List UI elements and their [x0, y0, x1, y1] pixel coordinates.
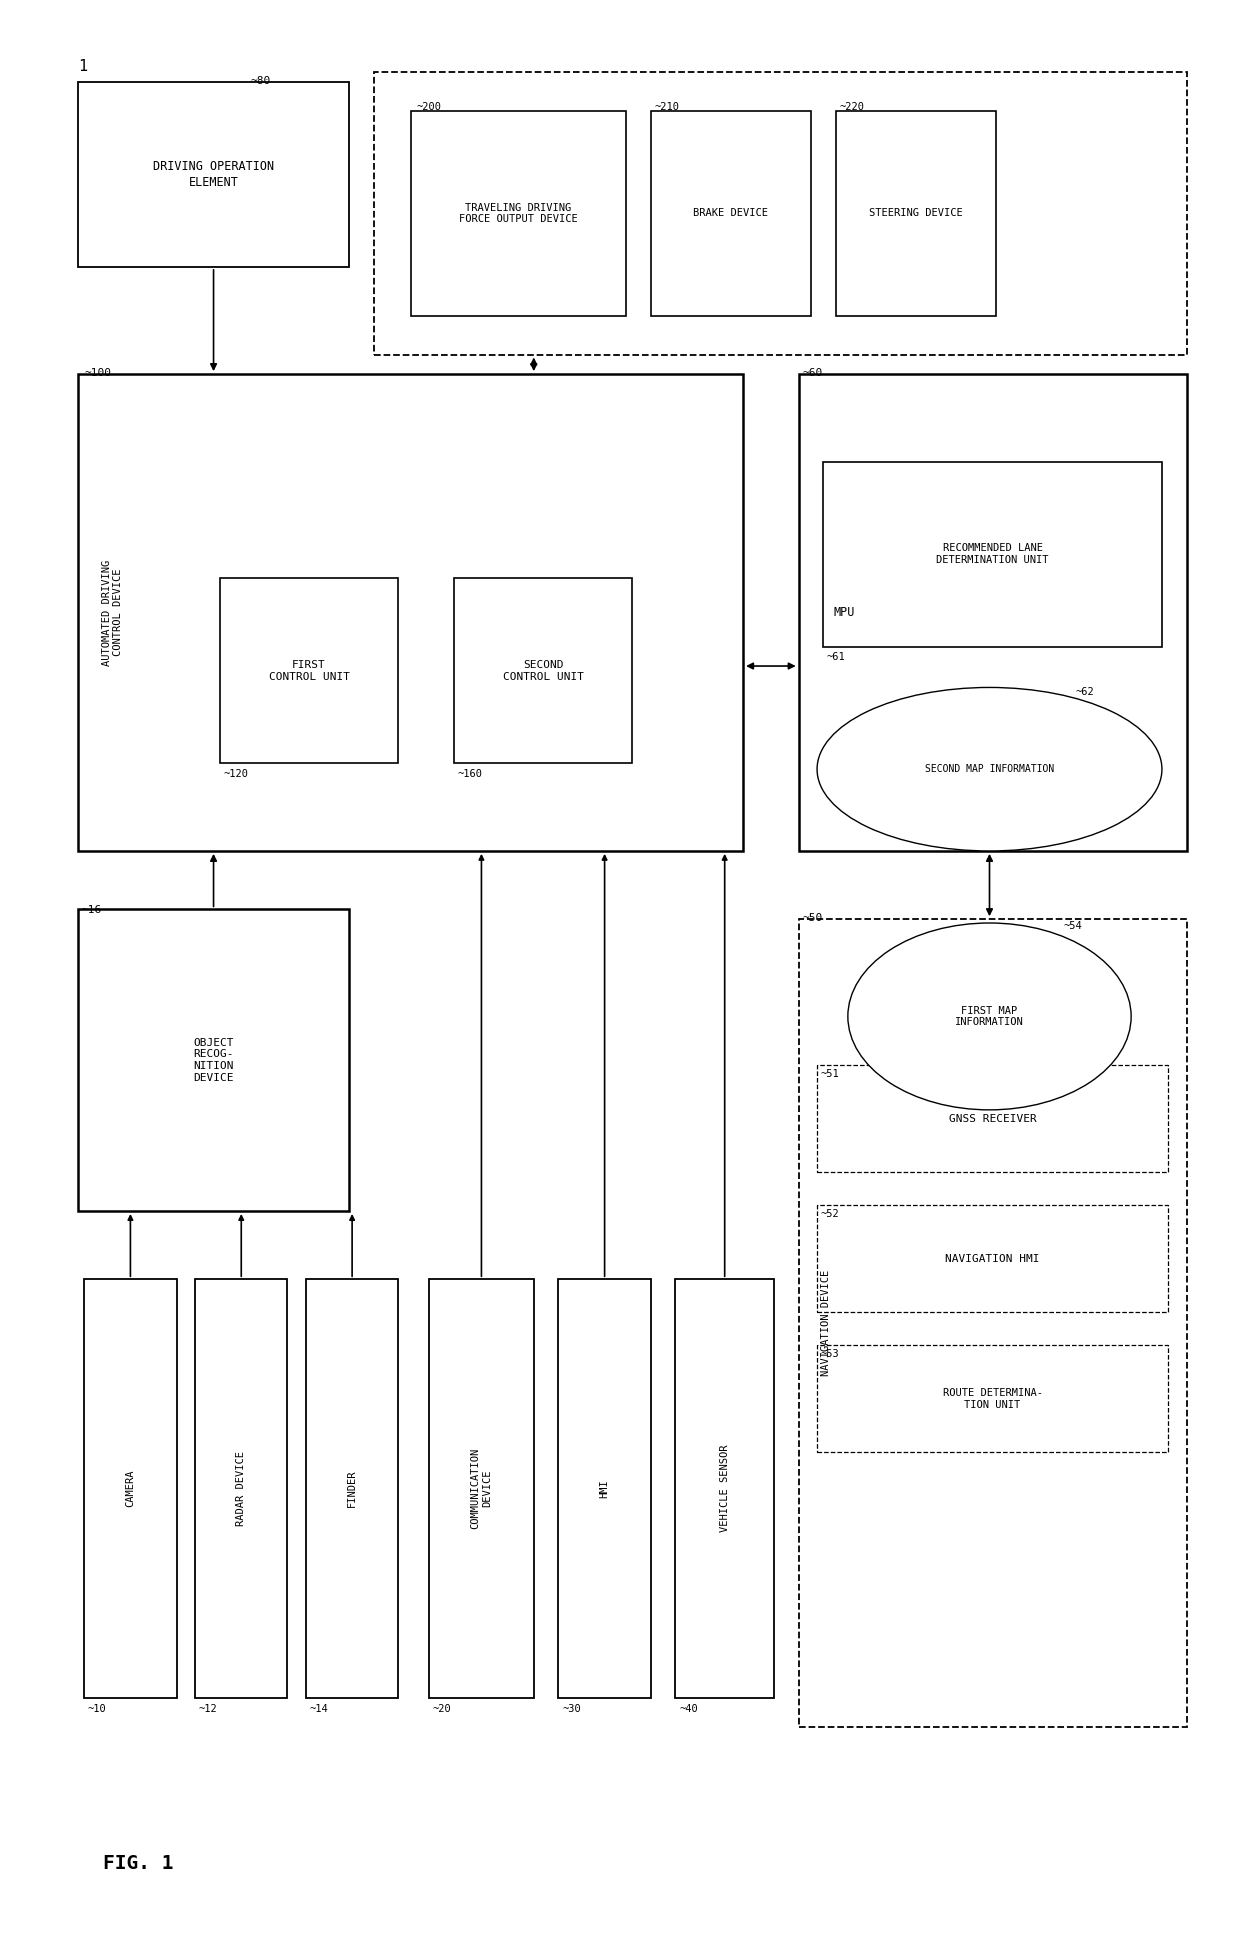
Text: ~14: ~14	[310, 1703, 329, 1715]
Text: NAVIGATION HMI: NAVIGATION HMI	[945, 1253, 1040, 1263]
Text: SECOND
CONTROL UNIT: SECOND CONTROL UNIT	[502, 661, 584, 682]
Text: ~61: ~61	[827, 653, 846, 663]
Text: ~210: ~210	[655, 102, 680, 111]
FancyBboxPatch shape	[817, 1206, 1168, 1312]
Ellipse shape	[848, 923, 1131, 1110]
Text: MPU: MPU	[833, 606, 854, 620]
Text: COMMUNICATION
DEVICE: COMMUNICATION DEVICE	[471, 1449, 492, 1529]
Text: ~10: ~10	[88, 1703, 107, 1715]
FancyBboxPatch shape	[78, 82, 348, 268]
FancyBboxPatch shape	[817, 1345, 1168, 1453]
FancyBboxPatch shape	[78, 373, 743, 850]
Text: TRAVELING DRIVING
FORCE OUTPUT DEVICE: TRAVELING DRIVING FORCE OUTPUT DEVICE	[459, 203, 578, 225]
Text: ~20: ~20	[433, 1703, 451, 1715]
Text: AUTOMATED DRIVING
CONTROL DEVICE: AUTOMATED DRIVING CONTROL DEVICE	[102, 559, 123, 665]
Text: ~160: ~160	[458, 768, 482, 780]
Text: FIRST MAP
INFORMATION: FIRST MAP INFORMATION	[955, 1005, 1024, 1026]
Text: SECOND MAP INFORMATION: SECOND MAP INFORMATION	[925, 764, 1054, 774]
Text: ~12: ~12	[198, 1703, 217, 1715]
Text: DRIVING OPERATION
ELEMENT: DRIVING OPERATION ELEMENT	[153, 160, 274, 188]
Text: ~50: ~50	[802, 913, 822, 923]
Text: ~220: ~220	[839, 102, 864, 111]
Text: ~100: ~100	[84, 368, 112, 377]
FancyBboxPatch shape	[558, 1279, 651, 1697]
FancyBboxPatch shape	[651, 111, 811, 315]
Text: FIRST
CONTROL UNIT: FIRST CONTROL UNIT	[269, 661, 350, 682]
FancyBboxPatch shape	[219, 579, 398, 762]
Text: 1: 1	[78, 59, 87, 74]
Text: HMI: HMI	[600, 1480, 610, 1498]
Text: RECOMMENDED LANE
DETERMINATION UNIT: RECOMMENDED LANE DETERMINATION UNIT	[936, 543, 1049, 565]
Ellipse shape	[817, 688, 1162, 850]
Text: VEHICLE SENSOR: VEHICLE SENSOR	[719, 1445, 729, 1533]
FancyBboxPatch shape	[676, 1279, 774, 1697]
Text: ~54: ~54	[1064, 921, 1083, 931]
Text: ~60: ~60	[802, 368, 822, 377]
FancyBboxPatch shape	[799, 373, 1187, 850]
FancyBboxPatch shape	[817, 1065, 1168, 1173]
FancyBboxPatch shape	[78, 909, 348, 1210]
Text: ~16: ~16	[82, 905, 102, 915]
Text: ~62: ~62	[1076, 688, 1095, 698]
Text: FIG. 1: FIG. 1	[103, 1853, 174, 1873]
FancyBboxPatch shape	[195, 1279, 288, 1697]
FancyBboxPatch shape	[306, 1279, 398, 1697]
Text: GNSS RECEIVER: GNSS RECEIVER	[949, 1114, 1037, 1124]
Text: NAVIGATION DEVICE: NAVIGATION DEVICE	[821, 1271, 831, 1376]
Text: ~51: ~51	[821, 1069, 839, 1079]
Text: ~30: ~30	[562, 1703, 580, 1715]
Text: ~80: ~80	[250, 76, 270, 86]
Text: ROUTE DETERMINA-
TION UNIT: ROUTE DETERMINA- TION UNIT	[942, 1388, 1043, 1410]
Text: ~40: ~40	[680, 1703, 698, 1715]
FancyBboxPatch shape	[410, 111, 626, 315]
Text: ~53: ~53	[821, 1349, 839, 1359]
FancyBboxPatch shape	[84, 1279, 176, 1697]
FancyBboxPatch shape	[799, 919, 1187, 1726]
FancyBboxPatch shape	[836, 111, 996, 315]
FancyBboxPatch shape	[454, 579, 632, 762]
Text: RADAR DEVICE: RADAR DEVICE	[237, 1451, 247, 1527]
Text: ~200: ~200	[417, 102, 441, 111]
Text: ~120: ~120	[223, 768, 248, 780]
Text: STEERING DEVICE: STEERING DEVICE	[869, 209, 962, 219]
Text: OBJECT
RECOG-
NITION
DEVICE: OBJECT RECOG- NITION DEVICE	[193, 1038, 234, 1083]
Text: ~52: ~52	[821, 1208, 839, 1220]
FancyBboxPatch shape	[373, 72, 1187, 354]
FancyBboxPatch shape	[429, 1279, 533, 1697]
Text: FINDER: FINDER	[347, 1470, 357, 1507]
Text: BRAKE DEVICE: BRAKE DEVICE	[693, 209, 769, 219]
FancyBboxPatch shape	[823, 461, 1162, 647]
Text: CAMERA: CAMERA	[125, 1470, 135, 1507]
